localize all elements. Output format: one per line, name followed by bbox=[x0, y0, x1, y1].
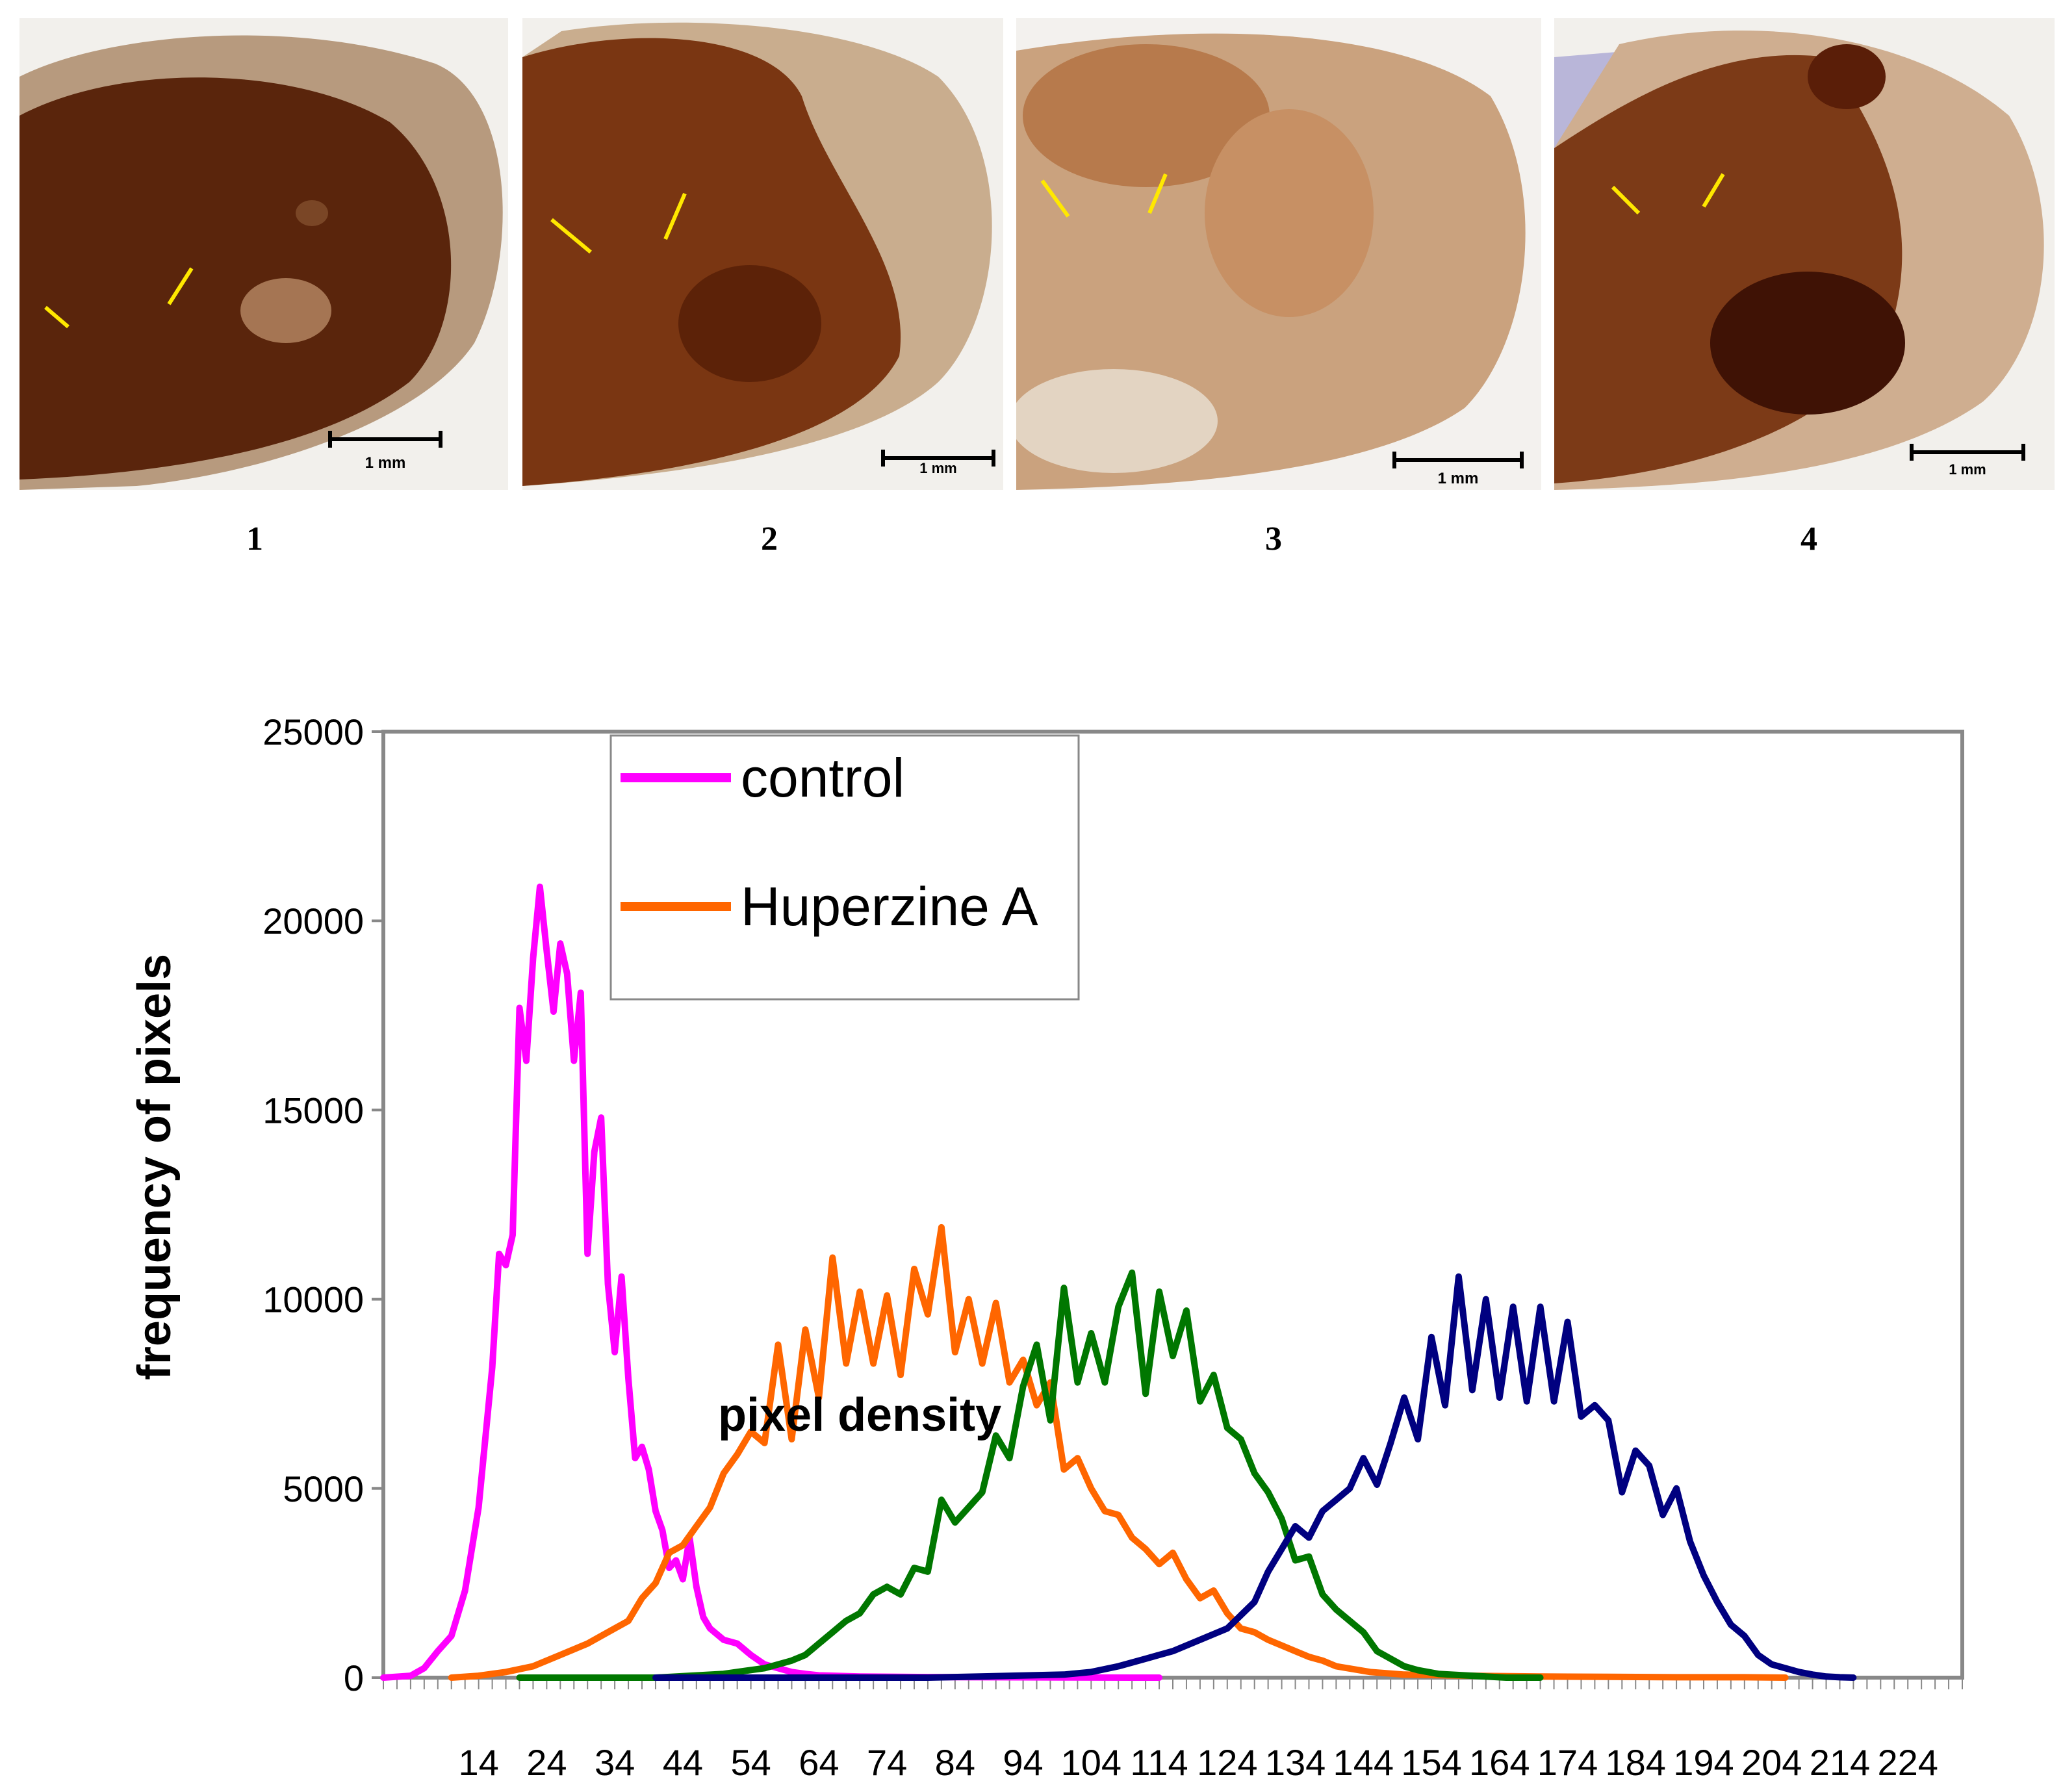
arrow-icon bbox=[663, 192, 687, 240]
arrow-icon bbox=[1147, 173, 1168, 214]
y-tick-label: 25000 bbox=[263, 711, 364, 752]
x-tick-label: 214 bbox=[1810, 1742, 1870, 1783]
x-tick-label: 44 bbox=[663, 1742, 703, 1783]
micrograph-panel-2: 1 mm bbox=[522, 18, 1003, 490]
micrograph-panel-1: 1 mm bbox=[19, 18, 508, 490]
micrograph-1-image: 1 mm bbox=[19, 18, 508, 490]
tissue-stain-2 bbox=[522, 38, 901, 486]
x-tick-label: 54 bbox=[730, 1742, 771, 1783]
x-tick-label: 134 bbox=[1265, 1742, 1326, 1783]
scale-bar-label: 1 mm bbox=[1438, 470, 1479, 487]
series-line-control bbox=[380, 883, 1163, 1681]
x-tick-label: 144 bbox=[1333, 1742, 1394, 1783]
arrow-icon bbox=[1702, 173, 1725, 208]
panel-number-2: 2 bbox=[761, 520, 778, 557]
scale-bar-label: 1 mm bbox=[1949, 461, 1986, 478]
x-tick-label: 34 bbox=[595, 1742, 635, 1783]
x-tick-label: 194 bbox=[1673, 1742, 1734, 1783]
x-axis: 14 24 34 44 54 64 74 84 94 104 114 124 134 144 154 164 1… bbox=[383, 1678, 1963, 1783]
x-tick-label: 154 bbox=[1401, 1742, 1461, 1783]
series-layer bbox=[380, 883, 1857, 1681]
legend-label-huperzine-a: Huperzine A bbox=[741, 876, 1038, 937]
micrograph-3-image: 1 mm bbox=[1016, 18, 1541, 490]
x-tick-label: 84 bbox=[935, 1742, 975, 1783]
legend-box bbox=[609, 734, 1080, 1001]
x-tick-label: 174 bbox=[1537, 1742, 1598, 1783]
x-tick-label: 204 bbox=[1741, 1742, 1802, 1783]
y-axis-label: frequency of pixels bbox=[129, 954, 181, 1380]
legend-label-control: control bbox=[741, 747, 904, 808]
scale-bar-label: 1 mm bbox=[919, 460, 956, 476]
legend: control Huperzine A bbox=[609, 734, 1080, 1001]
arrow-icon bbox=[550, 218, 592, 254]
x-tick-label: 94 bbox=[1003, 1742, 1043, 1783]
x-tick-label: 224 bbox=[1877, 1742, 1938, 1783]
panel-number-4: 4 bbox=[1800, 520, 1817, 557]
arrow-icon bbox=[1611, 185, 1641, 215]
y-tick-label: 15000 bbox=[263, 1090, 364, 1131]
x-tick-label: 124 bbox=[1197, 1742, 1257, 1783]
y-tick-label: 5000 bbox=[283, 1468, 364, 1509]
arrow-icon bbox=[44, 305, 70, 329]
x-tick-label: 164 bbox=[1469, 1742, 1530, 1783]
x-tick-label: 184 bbox=[1606, 1742, 1666, 1783]
series-line-huperzine-a bbox=[448, 1223, 1789, 1681]
series-line-unnamed-3 bbox=[516, 1269, 1544, 1681]
scale-bar-label: 1 mm bbox=[365, 454, 406, 472]
panel-number-1: 1 bbox=[246, 520, 263, 557]
y-axis: 0 5000 10000 15000 20000 25000 bbox=[263, 711, 383, 1698]
arrow-icon bbox=[1040, 179, 1070, 218]
arrow-icon bbox=[167, 267, 194, 305]
micrograph-panel-4: 1 mm bbox=[1554, 18, 2055, 490]
x-tick-label: 14 bbox=[458, 1742, 498, 1783]
y-tick-label: 20000 bbox=[263, 901, 364, 941]
micrograph-4-image: 1 mm bbox=[1554, 18, 2055, 490]
series-line-unnamed-4 bbox=[652, 1273, 1857, 1681]
tissue-stain-1 bbox=[19, 77, 452, 480]
micrograph-panel-3: 1 mm bbox=[1016, 18, 1541, 490]
x-tick-label: 64 bbox=[799, 1742, 839, 1783]
micrograph-2-image: 1 mm bbox=[522, 18, 1003, 490]
annotation-pixel-density: pixel density bbox=[718, 1389, 1001, 1441]
x-tick-label: 104 bbox=[1061, 1742, 1121, 1783]
x-tick-label: 24 bbox=[526, 1742, 567, 1783]
panel-number-3: 3 bbox=[1265, 520, 1282, 557]
x-tick-label: 114 bbox=[1130, 1742, 1188, 1783]
y-tick-label: 10000 bbox=[263, 1279, 364, 1320]
y-tick-label: 0 bbox=[344, 1658, 364, 1698]
pixel-density-histogram: 14 24 34 44 54 64 74 84 94 104 114 124 134 144 154 164 1… bbox=[129, 711, 1964, 1783]
x-tick-label: 74 bbox=[867, 1742, 907, 1783]
